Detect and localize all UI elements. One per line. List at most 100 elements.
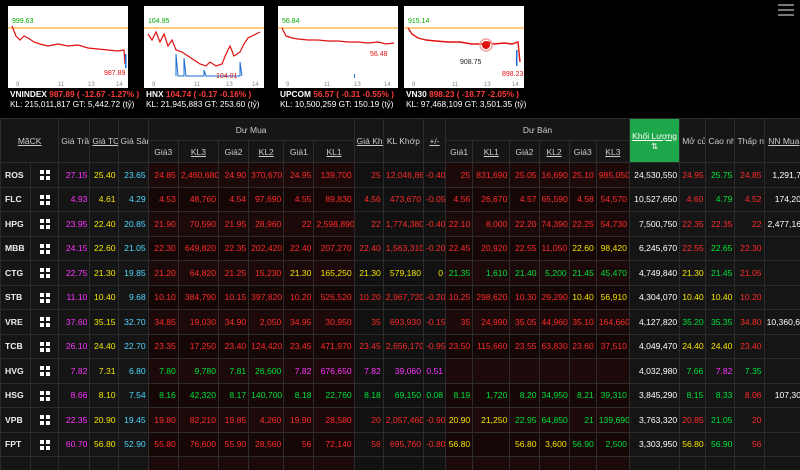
menu-icon[interactable] [778, 4, 794, 18]
price-change: -0.05 [422, 186, 447, 212]
symbol-cell[interactable]: HPG [0, 211, 32, 237]
table-row[interactable] [0, 456, 800, 470]
chart-grid-icon[interactable] [30, 186, 60, 212]
col-bid-vol1[interactable]: KL1 [313, 140, 355, 163]
ask-price2: 22.95 [509, 407, 540, 433]
col-match-price[interactable]: Giá Khớp [353, 118, 384, 163]
col-low[interactable]: Thấp nhất [734, 118, 765, 163]
bid-vol3: 48,760 [177, 186, 220, 212]
index-panel-upcom[interactable]: 56.84 56.48 9 11 13 14 UPCOM 56.57 ( -0.… [278, 0, 398, 118]
ask-vol2: 63,830 [538, 333, 570, 359]
col-ask-vol2[interactable]: KL2 [538, 140, 570, 163]
col-bid-vol2[interactable]: KL2 [248, 140, 285, 163]
col-ask-vol3[interactable]: KL3 [595, 140, 630, 163]
price-change: 0 [422, 260, 447, 286]
col-high[interactable]: Cao nhất [705, 118, 736, 163]
chart-grid-icon[interactable] [30, 407, 60, 433]
table-row[interactable]: VRE 37.60 35.15 32.70 34.85 19,030 34.90 2,050 3… [0, 309, 800, 335]
chart-grid-icon[interactable] [30, 333, 60, 359]
high-price: 25.75 [705, 162, 736, 188]
table-row[interactable]: HPG 23.95 22.40 20.85 21.90 70,590 21.95 28,960… [0, 211, 800, 237]
ask-vol2: 16,690 [538, 162, 570, 188]
symbol-cell[interactable]: STB [0, 284, 32, 310]
symbol-cell[interactable]: VPB [0, 407, 32, 433]
table-row[interactable]: HVG 7.82 7.31 6.80 7.80 9,780 7.81 26,600 7.82 67… [0, 358, 800, 384]
symbol-cell[interactable]: ROS [0, 162, 32, 188]
match-volume: 473,670 [382, 186, 424, 212]
total-volume: 3,845,290 [628, 382, 681, 408]
match-price: 20 [353, 407, 384, 433]
ask-vol3: 54,730 [595, 211, 630, 237]
bid-vol3: 649,820 [177, 235, 220, 261]
chart-grid-icon[interactable] [30, 235, 60, 261]
index-panel-vnindex[interactable]: 999.63 987.89 9 11 13 14 VNINDEX 987.89 … [8, 0, 139, 118]
open-price: 8.15 [679, 382, 707, 408]
col-ceiling[interactable]: Giá Trần [58, 118, 91, 163]
symbol-cell[interactable] [0, 456, 32, 470]
match-price: 22.40 [353, 235, 384, 261]
table-row[interactable]: FLC 4.93 4.61 4.29 4.53 48,760 4.54 97,690 4.55 8… [0, 186, 800, 212]
table-row[interactable]: VPB 22.35 20.90 19.45 19.80 82,210 19.85 4,260 1… [0, 407, 800, 433]
bid-price2: 23.40 [217, 333, 250, 359]
chart-grid-icon[interactable] [30, 211, 60, 237]
symbol-cell[interactable]: FLC [0, 186, 32, 212]
svg-text:9: 9 [412, 82, 416, 88]
low-price: 23.40 [734, 333, 765, 359]
table-row[interactable]: TCB 26.10 24.40 22.70 23.35 17,250 23.40 124,42… [0, 333, 800, 359]
bid-price3 [147, 456, 179, 470]
table-row[interactable]: FPT 60.70 56.80 52.90 55.80 76,600 55.90 28,560… [0, 431, 800, 457]
ceiling-price: 22.35 [58, 407, 91, 433]
reference-price: 8.10 [89, 382, 119, 408]
svg-text:14: 14 [252, 82, 259, 88]
symbol-cell[interactable]: HVG [0, 358, 32, 384]
chart-grid-icon[interactable] [30, 260, 60, 286]
ask-price2 [509, 456, 540, 470]
chart-grid-icon[interactable] [30, 162, 60, 188]
col-symbol[interactable]: MãCK [0, 118, 60, 163]
index-panel-hnx[interactable]: 104.95 104.01 9 11 13 14 HNX 104.74 ( -0… [144, 0, 264, 118]
col-bid-price2: Giá2 [217, 140, 250, 163]
bid-vol2: 28,960 [248, 211, 285, 237]
foreign-buy: 174,20 [763, 186, 800, 212]
col-ask-vol1[interactable]: KL1 [472, 140, 511, 163]
col-reference[interactable]: Giá TC [89, 118, 119, 163]
symbol-cell[interactable]: VRE [0, 309, 32, 335]
ceiling-price: 8.66 [58, 382, 91, 408]
table-row[interactable]: STB 11.10 10.40 9.68 10.10 384,790 10.15 397,82… [0, 284, 800, 310]
chart-grid-icon[interactable] [30, 284, 60, 310]
ceiling-price: 26.10 [58, 333, 91, 359]
col-floor[interactable]: Giá Sàn [117, 118, 149, 163]
ask-price2: 21.40 [509, 260, 540, 286]
symbol-cell[interactable]: TCB [0, 333, 32, 359]
chart-grid-icon[interactable] [30, 456, 60, 470]
symbol-cell[interactable]: CTG [0, 260, 32, 286]
chart-grid-icon[interactable] [30, 382, 60, 408]
ask-vol2: 74,390 [538, 211, 570, 237]
col-total-volume[interactable]: Khối Lượng ⇅ [628, 118, 681, 163]
price-change: -0.15 [422, 309, 447, 335]
col-open[interactable]: Mở cửa [679, 118, 707, 163]
symbol-cell[interactable]: HSG [0, 382, 32, 408]
ceiling-price: 37.60 [58, 309, 91, 335]
ask-price3: 21 [568, 407, 597, 433]
col-bid-vol3[interactable]: KL3 [177, 140, 220, 163]
reference-price: 4.61 [89, 186, 119, 212]
table-row[interactable]: MBB 24.15 22.60 21.05 22.30 649,820 22.35 202,4… [0, 235, 800, 261]
col-foreign-buy[interactable]: NN Mua [763, 118, 800, 163]
chart-grid-icon[interactable] [30, 358, 60, 384]
index-panel-vn30[interactable]: 915.14 908.75 898.23 9 11 13 14 VN30 898… [404, 0, 526, 118]
chart-grid-icon[interactable] [30, 431, 60, 457]
ask-price2: 25.05 [509, 162, 540, 188]
col-change[interactable]: +/- [422, 118, 447, 163]
col-match-volume[interactable]: KL Khớp [382, 118, 424, 163]
table-row[interactable]: HSG 8.66 8.10 7.54 8.16 42,320 8.17 140,700 8.18… [0, 382, 800, 408]
table-row[interactable]: CTG 22.75 21.30 19.85 21.20 64,820 21.25 15,230… [0, 260, 800, 286]
ask-price3: 35.10 [568, 309, 597, 335]
symbol-cell[interactable]: MBB [0, 235, 32, 261]
symbol-cell[interactable]: FPT [0, 431, 32, 457]
match-volume: 2,656,170 [382, 333, 424, 359]
ask-vol2: 29,290 [538, 284, 570, 310]
table-row[interactable]: ROS 27.15 25.40 23.65 24.85 2,460,680 24.90 370… [0, 162, 800, 188]
ask-price3 [568, 456, 597, 470]
chart-grid-icon[interactable] [30, 309, 60, 335]
